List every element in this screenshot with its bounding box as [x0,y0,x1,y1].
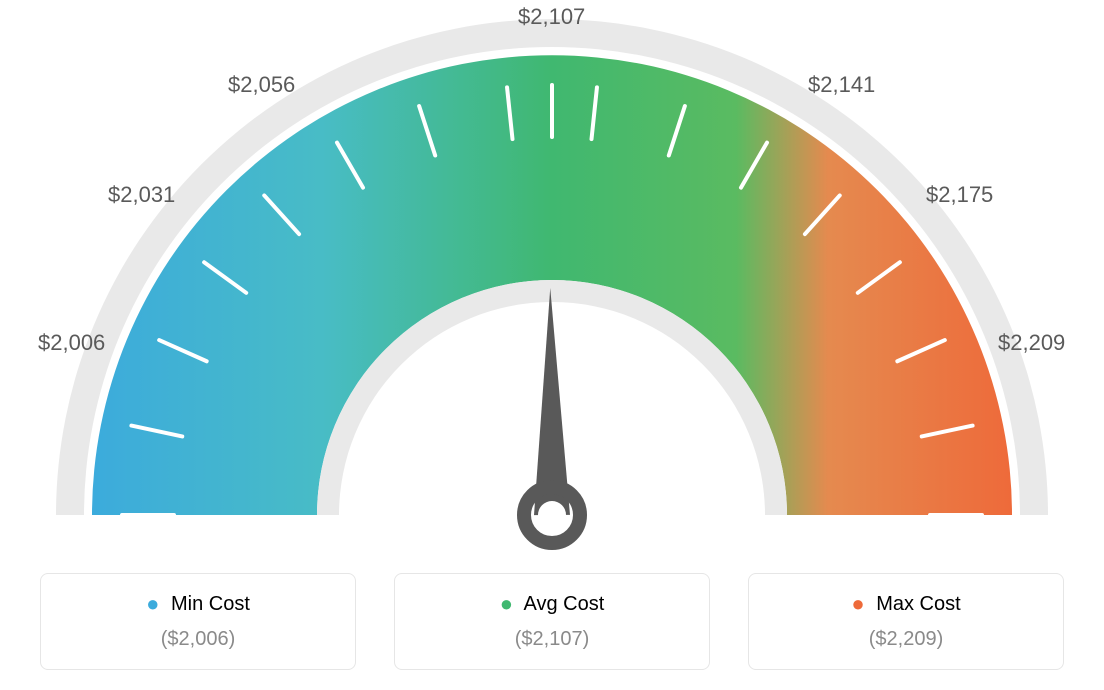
legend-avg-label: Avg Cost [523,593,604,615]
dot-icon: ● [500,591,513,616]
gauge-tick-label: $2,056 [228,72,295,98]
gauge-tick-label: $2,209 [998,330,1065,356]
gauge-tick-label: $2,175 [926,182,993,208]
legend-min-label: Min Cost [171,593,250,615]
legend-avg-card: ● Avg Cost ($2,107) [394,573,710,670]
dot-icon: ● [851,591,864,616]
gauge-chart: $2,006 $2,031 $2,056 $2,107 $2,141 $2,175 $2,2… [0,0,1104,560]
legend-max-value: ($2,209) [749,628,1063,651]
gauge-tick-label: $2,006 [38,330,105,356]
cost-gauge-infographic: $2,006 $2,031 $2,056 $2,107 $2,141 $2,175 $2,2… [0,0,1104,690]
gauge-tick-label: $2,031 [108,182,175,208]
dot-icon: ● [146,591,159,616]
legend-avg-value: ($2,107) [395,628,709,651]
legend-max-title: ● Max Cost [749,590,1063,616]
legend-max-label: Max Cost [876,593,960,615]
legend-avg-title: ● Avg Cost [395,590,709,616]
legend-row: ● Min Cost ($2,006) ● Avg Cost ($2,107) … [40,573,1064,670]
gauge-tick-label: $2,141 [808,72,875,98]
legend-min-value: ($2,006) [41,628,355,651]
legend-max-card: ● Max Cost ($2,209) [748,573,1064,670]
legend-min-card: ● Min Cost ($2,006) [40,573,356,670]
gauge-tick-label: $2,107 [518,4,585,30]
gauge-svg [0,0,1104,560]
legend-min-title: ● Min Cost [41,590,355,616]
